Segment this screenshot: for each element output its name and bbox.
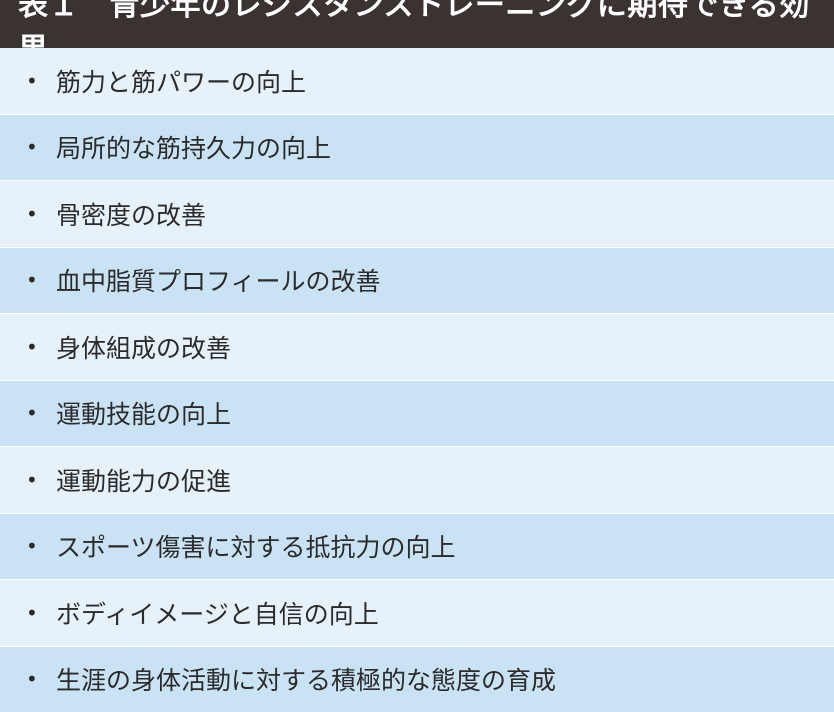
table-row: • ボディイメージと自信の向上 <box>0 580 834 647</box>
row-text: 運動能力の促進 <box>56 466 232 496</box>
row-text: ボディイメージと自信の向上 <box>56 599 379 629</box>
bullet-icon: • <box>26 334 38 359</box>
bullet-icon: • <box>26 68 38 93</box>
row-text: 運動技能の向上 <box>56 400 232 430</box>
row-text: 筋力と筋パワーの向上 <box>56 67 307 97</box>
row-text: 血中脂質プロフィールの改善 <box>56 267 381 297</box>
bullet-icon: • <box>26 534 38 559</box>
bullet-icon: • <box>26 201 38 226</box>
bullet-icon: • <box>26 135 38 160</box>
table-row: • 運動能力の促進 <box>0 447 834 514</box>
bullet-icon: • <box>26 268 38 293</box>
bullet-icon: • <box>26 467 38 492</box>
table-row: • 局所的な筋持久力の向上 <box>0 114 834 181</box>
bullet-icon: • <box>26 600 38 625</box>
row-text: スポーツ傷害に対する抵抗力の向上 <box>56 533 456 563</box>
table-row: • 運動技能の向上 <box>0 380 834 447</box>
table-row: • 血中脂質プロフィールの改善 <box>0 247 834 314</box>
table-row: • 生涯の身体活動に対する積極的な態度の育成 <box>0 646 834 712</box>
table-row: • 筋力と筋パワーの向上 <box>0 48 834 115</box>
row-text: 骨密度の改善 <box>56 200 207 230</box>
table-row: • 骨密度の改善 <box>0 181 834 248</box>
bullet-icon: • <box>26 667 38 692</box>
table-row: • スポーツ傷害に対する抵抗力の向上 <box>0 513 834 580</box>
row-text: 局所的な筋持久力の向上 <box>56 134 332 164</box>
table-row: • 身体組成の改善 <box>0 314 834 381</box>
table-title: 表１ 青少年のレジスタンストレーニングに期待できる効果 <box>0 0 834 67</box>
table-body: • 筋力と筋パワーの向上 • 局所的な筋持久力の向上 • 骨密度の改善 • 血中… <box>0 48 834 712</box>
bullet-icon: • <box>26 401 38 426</box>
row-text: 生涯の身体活動に対する積極的な態度の育成 <box>56 666 557 696</box>
row-text: 身体組成の改善 <box>56 333 232 363</box>
